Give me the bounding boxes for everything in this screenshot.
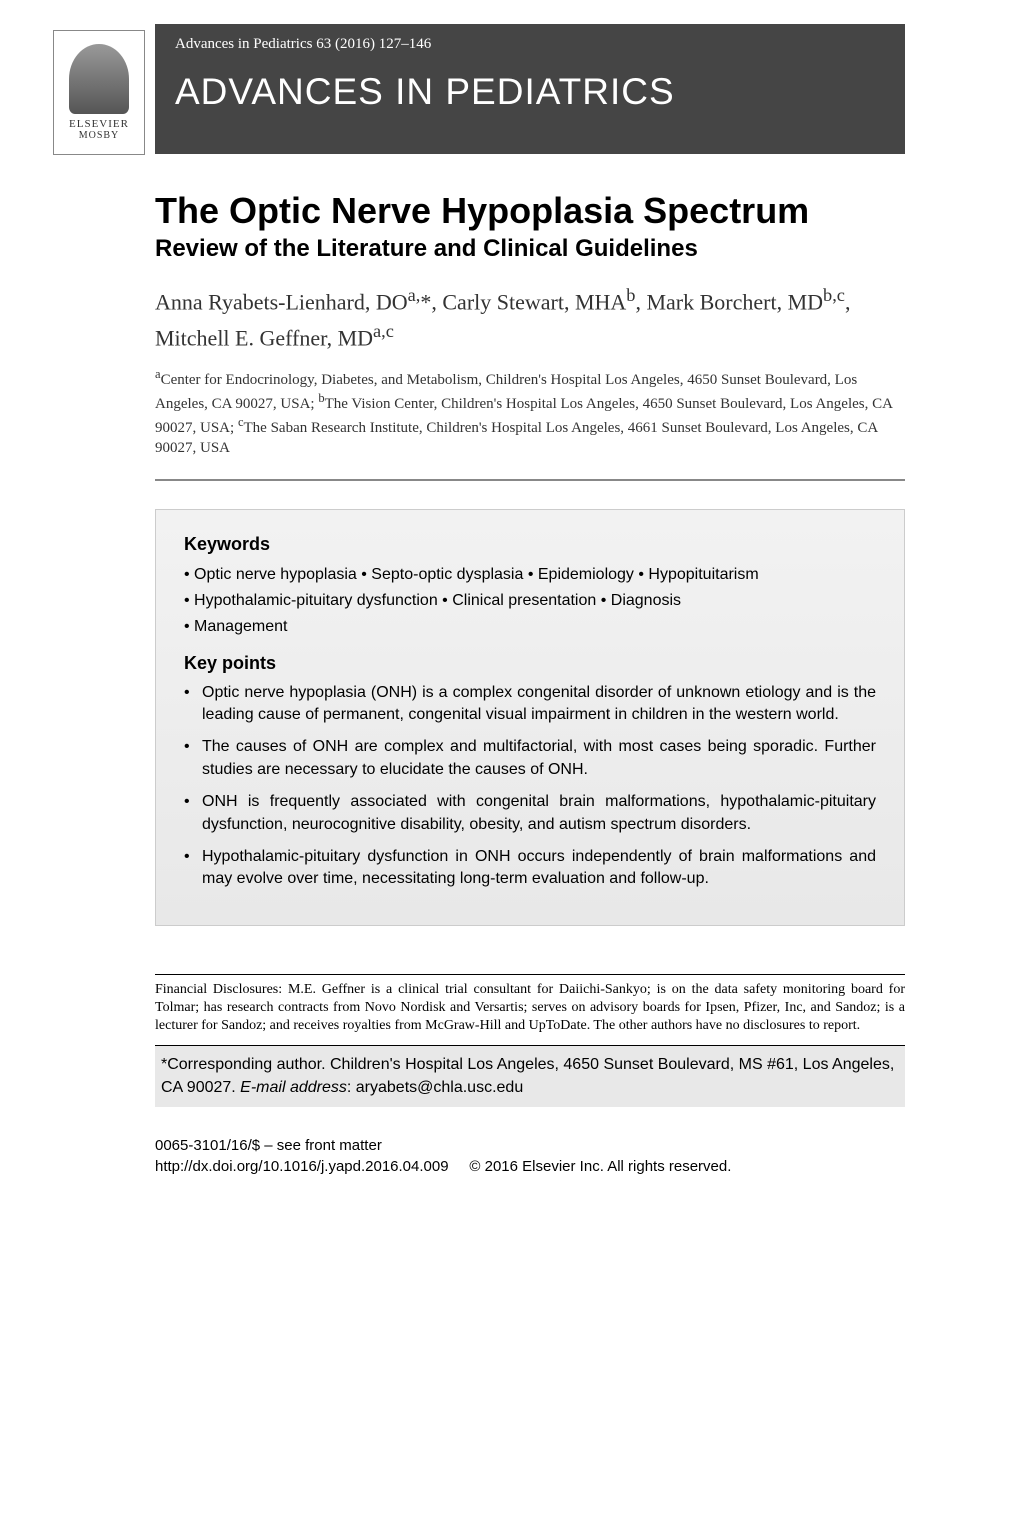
keypoint-item: Hypothalamic-pituitary dysfunction in ON… bbox=[184, 846, 876, 891]
article-content: The Optic Nerve Hypoplasia Spectrum Revi… bbox=[155, 190, 905, 1177]
article-subtitle: Review of the Literature and Clinical Gu… bbox=[155, 235, 905, 263]
logo-text-mosby: MOSBY bbox=[79, 130, 120, 141]
journal-name: ADVANCES IN PEDIATRICS bbox=[175, 71, 885, 113]
email-label: E-mail address bbox=[240, 1079, 347, 1096]
article-title: The Optic Nerve Hypoplasia Spectrum bbox=[155, 190, 905, 231]
divider bbox=[155, 479, 905, 481]
keypoints-heading: Key points bbox=[184, 653, 876, 674]
financial-disclosures: Financial Disclosures: M.E. Geffner is a… bbox=[155, 974, 905, 1036]
email-address: aryabets@chla.usc.edu bbox=[356, 1079, 523, 1096]
keyword-line: • Hypothalamic-pituitary dysfunction • C… bbox=[184, 589, 876, 613]
copyright: © 2016 Elsevier Inc. All rights reserved… bbox=[469, 1158, 731, 1175]
doi-copyright-line: http://dx.doi.org/10.1016/j.yapd.2016.04… bbox=[155, 1156, 905, 1177]
keypoints-section: Key points Optic nerve hypoplasia (ONH) … bbox=[184, 653, 876, 891]
citation: Advances in Pediatrics 63 (2016) 127–146 bbox=[175, 36, 885, 53]
publisher-logo: ELSEVIER MOSBY bbox=[53, 30, 145, 155]
journal-header: Advances in Pediatrics 63 (2016) 127–146… bbox=[155, 24, 905, 154]
doi-link[interactable]: http://dx.doi.org/10.1016/j.yapd.2016.04… bbox=[155, 1158, 449, 1175]
keywords-heading: Keywords bbox=[184, 534, 876, 555]
keyword-line: • Optic nerve hypoplasia • Septo-optic d… bbox=[184, 563, 876, 587]
issn-line: 0065-3101/16/$ – see front matter bbox=[155, 1135, 905, 1156]
keypoint-item: The causes of ONH are complex and multif… bbox=[184, 736, 876, 781]
footer: 0065-3101/16/$ – see front matter http:/… bbox=[155, 1135, 905, 1177]
colon: : bbox=[347, 1079, 356, 1096]
corresponding-author: *Corresponding author. Children's Hospit… bbox=[155, 1045, 905, 1107]
logo-text-elsevier: ELSEVIER bbox=[69, 118, 129, 130]
keypoints-list: Optic nerve hypoplasia (ONH) is a comple… bbox=[184, 682, 876, 891]
keyword-line: • Management bbox=[184, 615, 876, 639]
elsevier-tree-icon bbox=[69, 44, 129, 114]
authors: Anna Ryabets-Lienhard, DOa,*, Carly Stew… bbox=[155, 283, 905, 353]
keypoint-item: ONH is frequently associated with congen… bbox=[184, 791, 876, 836]
keywords-keypoints-box: Keywords • Optic nerve hypoplasia • Sept… bbox=[155, 509, 905, 926]
affiliations: aCenter for Endocrinology, Diabetes, and… bbox=[155, 366, 905, 459]
keypoint-item: Optic nerve hypoplasia (ONH) is a comple… bbox=[184, 682, 876, 727]
keywords-section: Keywords • Optic nerve hypoplasia • Sept… bbox=[184, 534, 876, 639]
